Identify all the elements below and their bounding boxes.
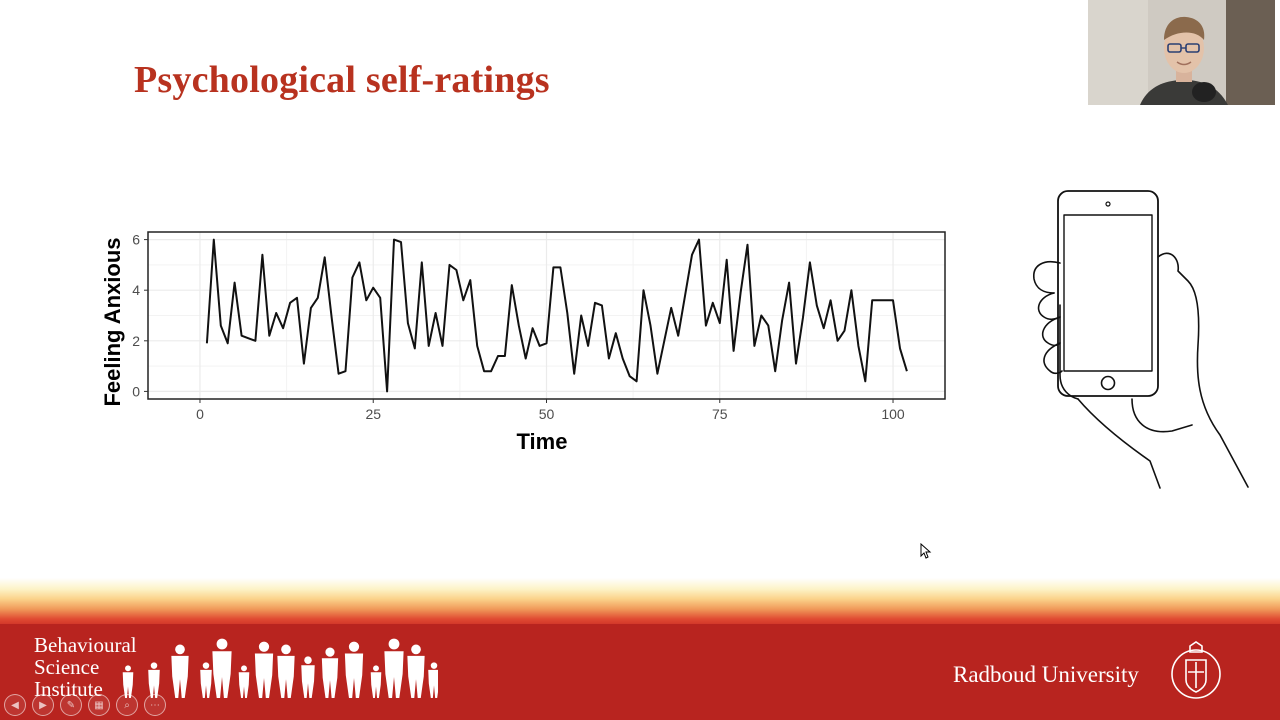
y-tick-label: 0	[132, 383, 140, 399]
institute-line-3: Institute	[34, 677, 103, 701]
person-silhouette-body	[407, 655, 425, 698]
person-silhouette-body	[428, 669, 438, 698]
person-silhouette-head	[388, 638, 400, 650]
prev-icon[interactable]: ◀	[4, 694, 26, 716]
next-icon[interactable]: ▶	[32, 694, 54, 716]
series-line-feeling-anxious	[205, 238, 908, 393]
person-silhouette-head	[241, 665, 247, 672]
person-silhouette-head	[430, 662, 438, 669]
slides-icon[interactable]: ▦	[88, 694, 110, 716]
person-silhouette-head	[304, 656, 312, 664]
x-tick-label: 0	[196, 406, 204, 422]
x-axis-ticks: 0 25 50 75 100	[196, 399, 905, 422]
phone-camera	[1105, 201, 1111, 207]
person-silhouette-body	[212, 651, 232, 698]
person-silhouette-body	[122, 672, 134, 698]
person-silhouette-body	[321, 658, 339, 698]
slide-title: Psychological self-ratings	[134, 59, 550, 101]
more-icon[interactable]: ⋯	[144, 694, 166, 716]
person-silhouette-body	[301, 665, 315, 698]
person-silhouette-head	[281, 644, 291, 655]
x-tick-label: 75	[712, 406, 728, 422]
institute-line-1: Behavioural	[34, 633, 137, 657]
person-silhouette-body	[344, 653, 364, 698]
x-tick-label: 25	[365, 406, 381, 422]
university-name: Radboud University	[953, 662, 1139, 687]
person-silhouette-head	[175, 644, 185, 655]
y-tick-label: 2	[132, 333, 140, 349]
person-silhouette-body	[171, 655, 189, 698]
mouse-cursor-icon	[920, 543, 932, 559]
footer-band	[0, 578, 1280, 720]
institute-line-2: Science	[34, 655, 100, 679]
person-silhouette-body	[200, 669, 212, 698]
university-crest-icon	[1171, 641, 1221, 699]
footer-gradient	[0, 578, 1280, 628]
person-silhouette-body	[277, 655, 295, 698]
person-silhouette-body	[148, 669, 160, 698]
person-silhouette-head	[348, 641, 360, 652]
y-axis-ticks: 0 2 4 6	[132, 232, 148, 399]
person-silhouette-head	[411, 644, 421, 655]
anxiety-line-chart: 0 25 50 75 100 0 2 4 6 Time Feeling Anxious	[100, 231, 946, 454]
person-silhouette-head	[325, 647, 335, 657]
person-silhouette-head	[216, 638, 228, 650]
x-tick-label: 100	[881, 406, 905, 422]
x-axis-label: Time	[517, 429, 568, 454]
pen-icon[interactable]: ✎	[60, 694, 82, 716]
y-tick-label: 4	[132, 282, 140, 298]
presenter-video-frame	[1088, 0, 1275, 105]
institute-name: Behavioural Science Institute	[34, 634, 137, 700]
person-silhouette-head	[373, 665, 379, 672]
person-silhouette-head	[258, 641, 270, 652]
person-silhouette-body	[238, 672, 250, 698]
y-axis-label: Feeling Anxious	[100, 237, 125, 406]
person-silhouette-head	[150, 662, 158, 669]
zoom-icon[interactable]: ⌕	[116, 694, 138, 716]
phone-in-hand-illustration	[1033, 190, 1249, 489]
presentation-toolbar: ◀ ▶ ✎ ▦ ⌕ ⋯	[4, 694, 166, 716]
y-tick-label: 6	[132, 232, 140, 248]
person-silhouette-body	[370, 672, 382, 698]
people-silhouettes-logo	[122, 638, 438, 698]
person-silhouette-head	[125, 665, 131, 672]
person-silhouette-body	[384, 651, 404, 698]
person-silhouette-head	[202, 662, 210, 669]
x-tick-label: 50	[539, 406, 555, 422]
person-silhouette-body	[254, 653, 274, 698]
presenter-webcam	[1088, 0, 1275, 105]
